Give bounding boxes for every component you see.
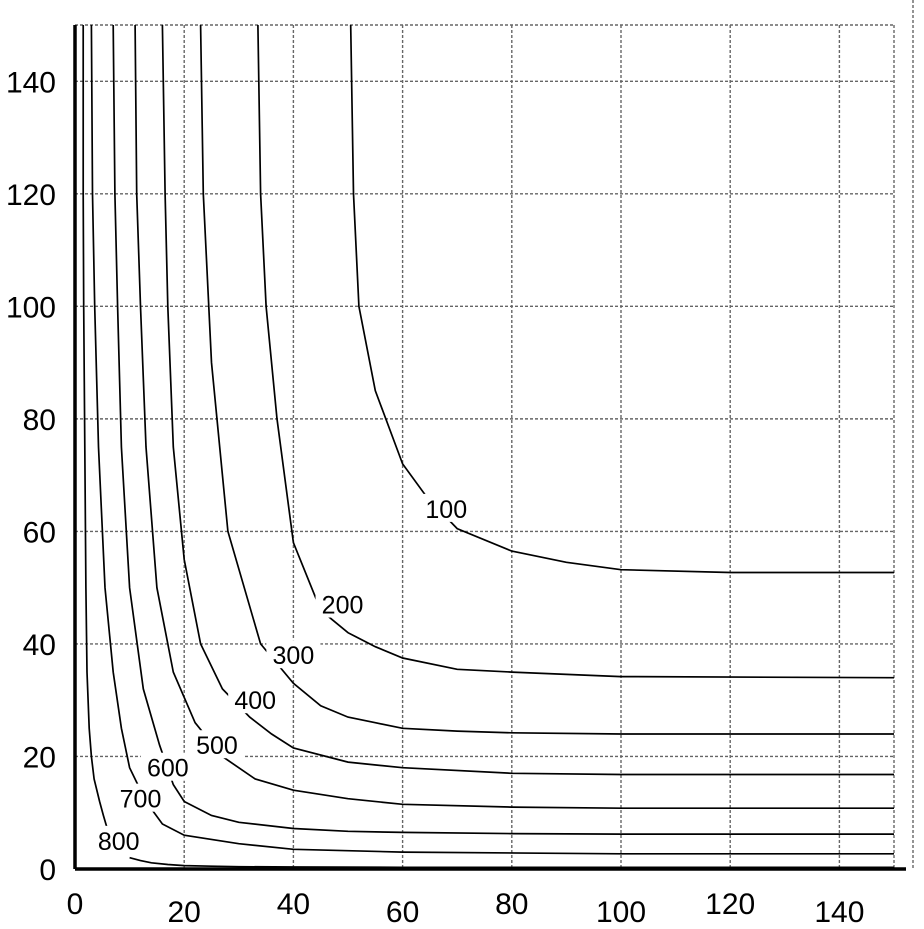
y-tick-label: 0 (39, 854, 56, 887)
y-tick-label: 40 (23, 629, 56, 662)
contour-label-400: 400 (234, 687, 276, 715)
x-tick-label: 120 (705, 888, 755, 921)
contour-label-bg-800 (91, 825, 146, 854)
contour-line-200 (257, 24, 895, 679)
x-tick-label: 0 (67, 888, 84, 921)
y-tick-label: 100 (6, 291, 56, 324)
contour-line-800 (82, 25, 108, 828)
x-tick-label: 20 (168, 896, 201, 929)
axis-layer (73, 25, 906, 871)
x-tick-label: 60 (386, 896, 419, 929)
contour-line-100 (349, 24, 894, 574)
contour-line-700 (90, 24, 894, 855)
contour-label-bg-300 (266, 640, 321, 669)
contour-label-800: 800 (98, 828, 140, 856)
y-tick-label: 120 (6, 179, 56, 212)
y-tick-label: 60 (23, 516, 56, 549)
contour-label-bg-400 (228, 685, 283, 714)
x-tick-label: 80 (495, 888, 528, 921)
contour-label-600: 600 (147, 755, 189, 783)
x-tick-label: 140 (814, 896, 864, 929)
contour-label-200: 200 (322, 592, 364, 620)
x-tick-label: 40 (277, 888, 310, 921)
contour-label-700: 700 (120, 786, 162, 814)
contour-label-bg-500 (189, 730, 244, 759)
contour-label-100: 100 (425, 496, 467, 524)
contour-label-bg-200 (315, 589, 370, 618)
contour-label-bg-100 (419, 493, 474, 522)
y-tick-label: 20 (23, 741, 56, 774)
y-tick-label: 80 (23, 404, 56, 437)
contour-label-500: 500 (196, 732, 238, 760)
contour-line-400 (161, 24, 894, 776)
y-tick-label: 140 (6, 66, 56, 99)
contour-label-300: 300 (273, 642, 315, 670)
tick-label-layer: 0 20 40 60 80 100 120 140 0 20 40 60 80 100 120 140 (6, 66, 864, 929)
contour-line-300 (199, 24, 894, 735)
contour-line-600 (112, 24, 894, 835)
x-tick-label: 100 (596, 896, 646, 929)
contour-label-bg-600 (140, 752, 195, 781)
contour-label-bg-700 (113, 783, 168, 812)
